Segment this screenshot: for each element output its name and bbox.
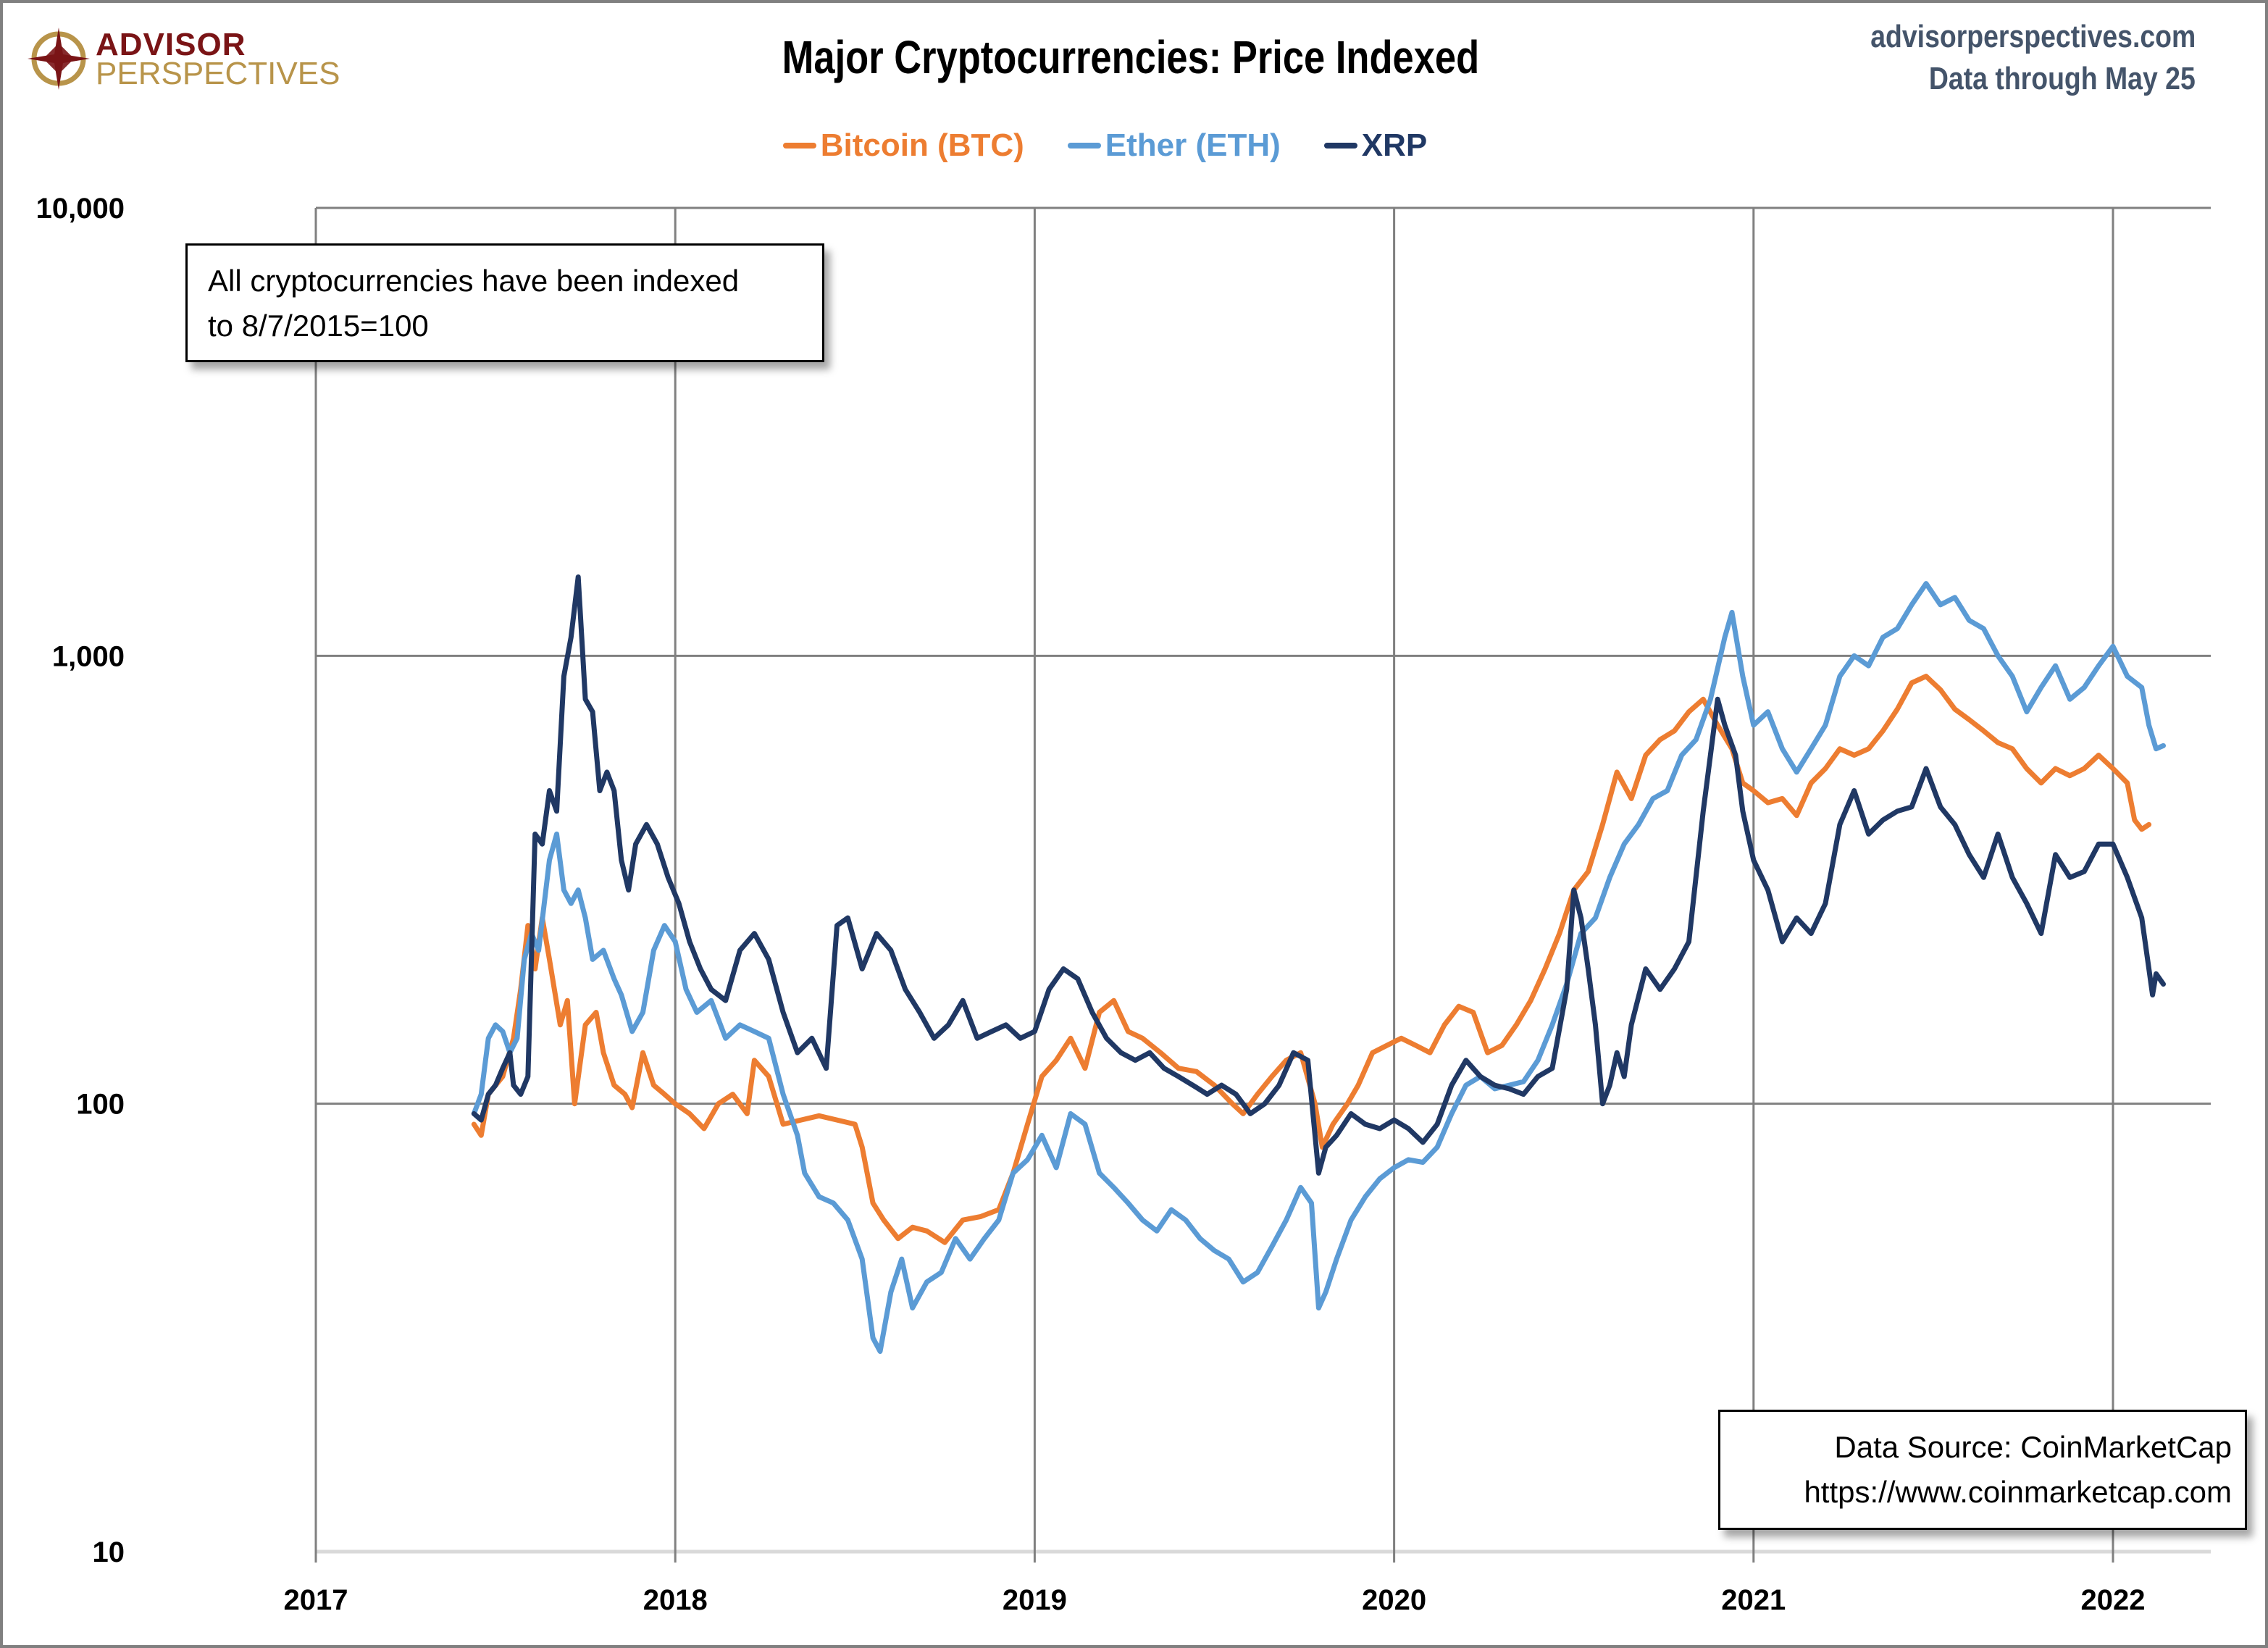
series-line-xrp [471,574,2166,1176]
y-tick-label: 1,000 [52,640,125,672]
x-tick-label: 2019 [1003,1584,1067,1616]
series-lines [471,574,2166,1354]
logo-text-top: ADVISOR [96,27,246,62]
legend-label-eth: Ether (ETH) [1105,127,1281,163]
data-through-date: Data through May 25 [1929,61,2196,96]
data-source-line2[interactable]: https://www.coinmarketcap.com [1804,1475,2232,1509]
index-note-line2: to 8/7/2015=100 [208,309,429,343]
y-tick-label: 10,000 [36,193,125,225]
chart-title: Major Cryptocurrencies: Price Indexed [782,31,1480,83]
x-tick-label: 2022 [2081,1584,2146,1616]
x-axis-ticks: 2017 2018 2019 2020 2021 2022 [284,1584,2146,1616]
compass-star-icon [28,28,90,90]
gridlines [314,206,2211,1563]
logo-text-bottom: PERSPECTIVES [96,56,340,91]
legend-item-eth: Ether (ETH) [1067,127,1281,164]
index-note-box: All cryptocurrencies have been indexed t… [185,243,824,362]
x-tick-label: 2020 [1362,1584,1426,1616]
chart-legend: Bitcoin (BTC) Ether (ETH) XRP [0,127,2239,164]
legend-label-xrp: XRP [1361,127,1428,163]
data-source-line1: Data Source: CoinMarketCap [1834,1430,2232,1464]
y-tick-label: 100 [76,1089,125,1121]
legend-label-btc: Bitcoin (BTC) [820,127,1024,163]
legend-swatch-eth [1067,143,1101,149]
data-source-box: Data Source: CoinMarketCap https://www.c… [1718,1410,2247,1530]
series-line-eth [471,581,2166,1354]
x-tick-label: 2018 [643,1584,708,1616]
site-url: advisorperspectives.com [1870,19,2196,54]
x-tick-label: 2021 [1721,1584,1786,1616]
legend-item-btc: Bitcoin (BTC) [782,127,1024,164]
y-axis-ticks: 10 100 1,000 10,000 [36,193,125,1568]
index-note-line1: All cryptocurrencies have been indexed [208,264,740,298]
advisor-perspectives-logo: ADVISOR PERSPECTIVES [26,26,340,91]
y-tick-label: 10 [93,1536,125,1568]
legend-item-xrp: XRP [1323,127,1428,164]
legend-swatch-btc [782,143,816,149]
series-line-btc [471,674,2152,1245]
legend-swatch-xrp [1323,143,1357,149]
x-tick-label: 2017 [284,1584,348,1616]
